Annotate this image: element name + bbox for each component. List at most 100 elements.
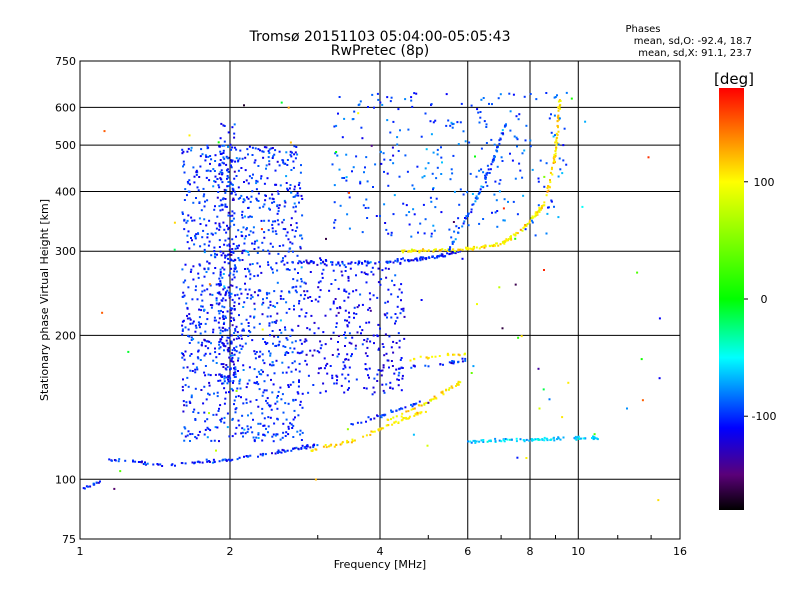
data-point [550,113,552,116]
data-point [227,131,230,134]
data-point [372,386,375,389]
data-point [225,254,228,257]
data-point [394,322,396,325]
data-point [523,149,526,152]
data-point [367,308,370,311]
data-point [455,385,457,387]
data-point [284,354,287,356]
data-point [205,340,208,343]
data-point [432,250,435,253]
data-point [203,243,206,246]
data-point [255,399,258,401]
data-point [451,172,454,175]
data-point [186,219,189,222]
data-point [202,195,205,198]
data-point [249,426,252,429]
data-point [377,267,380,270]
data-point [413,414,416,417]
data-point [381,269,384,272]
data-point [450,385,453,388]
data-point [110,459,113,462]
data-point [263,417,266,420]
data-point [230,387,233,390]
data-point [198,326,201,329]
data-point [343,288,346,291]
data-point [556,116,559,118]
data-point [194,324,197,327]
data-point [231,214,234,217]
data-point [199,264,202,267]
data-point [247,414,249,417]
data-point [192,320,195,323]
data-point [407,250,410,253]
data-point [223,377,226,380]
data-point [284,328,287,331]
data-point [203,205,206,208]
data-point [451,126,454,129]
data-point [451,386,454,389]
data-point [494,155,496,158]
data-point [215,299,218,302]
data-point [222,382,225,385]
data-point [584,437,587,440]
data-point [218,347,221,350]
data-point [488,244,491,247]
data-point [299,433,302,436]
data-point [236,387,239,390]
data-point [219,177,222,180]
data-point [460,102,463,105]
data-point [263,389,266,392]
data-point [218,343,221,346]
data-point [217,141,220,144]
data-point [233,170,236,173]
data-point [200,209,203,212]
data-point [249,277,252,280]
data-point [269,315,272,318]
data-point [432,398,435,401]
data-point [452,362,455,365]
data-point [233,368,236,371]
data-point [229,215,232,217]
data-point [398,346,401,349]
data-point [578,438,581,440]
data-point [203,289,206,292]
data-point [211,293,214,296]
data-point [204,428,207,431]
data-point [267,263,270,266]
data-point [556,120,559,123]
data-point [466,246,469,249]
data-point [197,434,200,437]
data-point [334,298,337,300]
data-point [475,195,478,198]
data-point [343,391,346,394]
data-point [421,258,424,261]
data-point [379,415,382,418]
data-point [255,375,258,378]
data-point [266,402,269,405]
data-point [192,278,195,281]
data-point [557,117,560,120]
data-point [346,353,349,356]
data-point [408,223,411,226]
data-point [636,271,639,274]
data-point [285,371,288,374]
data-point [262,205,265,208]
data-point [365,264,368,267]
grid-lines [80,61,680,539]
data-point [225,205,228,208]
data-point [263,362,266,365]
data-point [410,408,413,411]
data-point [273,200,276,203]
data-point [284,346,287,348]
data-point [182,291,185,294]
data-point [555,148,557,151]
data-point [543,185,546,188]
data-point [574,435,577,438]
data-point [139,461,142,463]
data-point [301,237,304,240]
data-point [480,439,483,442]
data-point [482,245,485,248]
data-point [412,259,415,262]
data-point [287,427,290,430]
data-point [378,261,381,264]
